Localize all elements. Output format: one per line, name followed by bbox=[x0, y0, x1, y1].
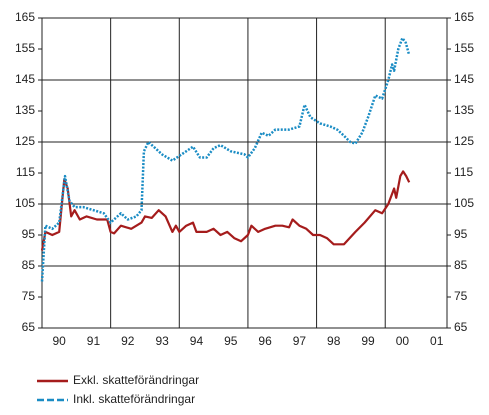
x-tick-label: 93 bbox=[155, 334, 169, 348]
x-tick-label: 90 bbox=[52, 334, 66, 348]
y-tick-label: 115 bbox=[16, 165, 35, 179]
y-tick-label: 85 bbox=[22, 258, 36, 272]
x-tick-label: 92 bbox=[121, 334, 135, 348]
x-tick-label: 98 bbox=[327, 334, 341, 348]
y2-tick-label: 155 bbox=[454, 41, 474, 55]
y2-tick-label: 75 bbox=[454, 289, 468, 303]
y-tick-label: 125 bbox=[15, 134, 35, 148]
y2-tick-label: 95 bbox=[454, 227, 468, 241]
y2-tick-label: 85 bbox=[454, 258, 468, 272]
y2-tick-label: 125 bbox=[454, 134, 474, 148]
y-tick-label: 95 bbox=[22, 227, 36, 241]
y2-tick-label: 165 bbox=[454, 10, 474, 24]
y-tick-label: 75 bbox=[22, 289, 36, 303]
legend-label: Exkl. skatteförändringar bbox=[73, 373, 199, 387]
x-tick-label: 00 bbox=[396, 334, 410, 348]
x-tick-label: 96 bbox=[258, 334, 272, 348]
series-line bbox=[40, 170, 411, 251]
y2-tick-label: 135 bbox=[454, 103, 474, 117]
y-tick-label: 165 bbox=[15, 10, 35, 24]
y-tick-label: 105 bbox=[15, 196, 35, 210]
plot-area bbox=[41, 17, 448, 329]
series-line bbox=[40, 36, 411, 282]
x-tick-label: 95 bbox=[224, 334, 238, 348]
x-tick-label: 91 bbox=[87, 334, 101, 348]
y2-tick-label: 105 bbox=[454, 196, 474, 210]
y2-tick-label: 65 bbox=[454, 320, 468, 334]
x-tick-label: 94 bbox=[190, 334, 204, 348]
y2-tick-label: 115 bbox=[454, 165, 473, 179]
y-tick-label: 145 bbox=[15, 72, 35, 86]
x-tick-label: 97 bbox=[293, 334, 307, 348]
y-tick-label: 155 bbox=[15, 41, 35, 55]
y-tick-label: 65 bbox=[22, 320, 36, 334]
y-tick-label: 135 bbox=[15, 103, 35, 117]
y2-tick-label: 145 bbox=[454, 72, 474, 86]
x-tick-label: 01 bbox=[430, 334, 444, 348]
legend-label: Inkl. skatteförändringar bbox=[73, 392, 195, 406]
x-tick-label: 99 bbox=[361, 334, 375, 348]
